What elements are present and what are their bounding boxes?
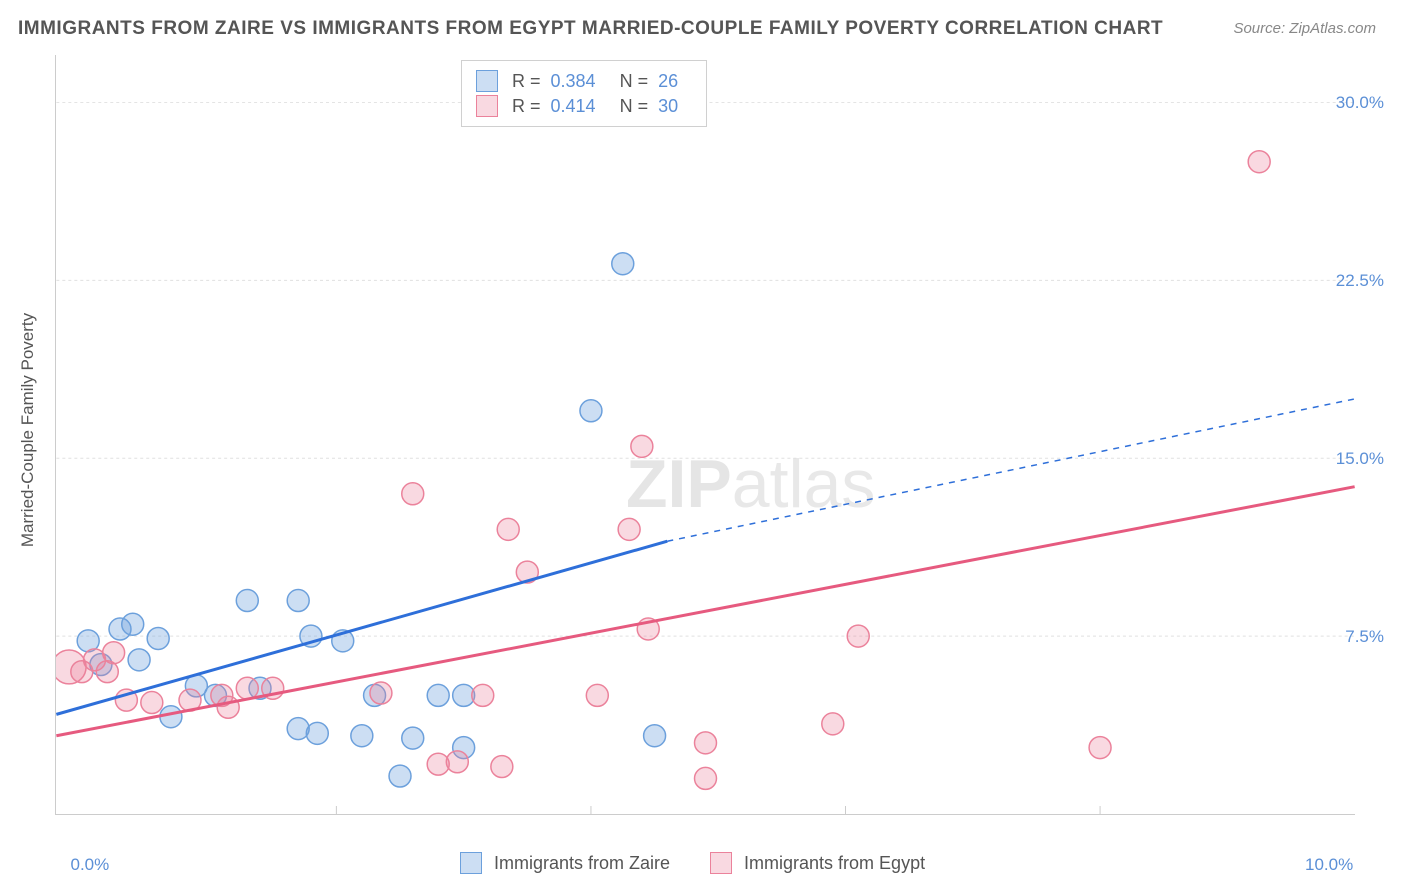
stats-row-egypt: R = 0.414 N = 30: [476, 95, 692, 117]
r-value: 0.384: [551, 71, 596, 92]
swatch-zaire: [476, 70, 498, 92]
x-tick-label: 10.0%: [1305, 855, 1353, 875]
swatch-egypt: [710, 852, 732, 874]
legend-label: Immigrants from Egypt: [744, 853, 925, 874]
chart-title: IMMIGRANTS FROM ZAIRE VS IMMIGRANTS FROM…: [18, 18, 1163, 40]
legend: Immigrants from Zaire Immigrants from Eg…: [460, 852, 925, 874]
n-label: N =: [620, 71, 649, 92]
r-value: 0.414: [551, 96, 596, 117]
legend-item-zaire: Immigrants from Zaire: [460, 852, 670, 874]
stats-row-zaire: R = 0.384 N = 26: [476, 70, 692, 92]
y-tick-label: 15.0%: [1336, 449, 1384, 469]
legend-item-egypt: Immigrants from Egypt: [710, 852, 925, 874]
y-tick-label: 7.5%: [1345, 627, 1384, 647]
swatch-egypt: [476, 95, 498, 117]
legend-label: Immigrants from Zaire: [494, 853, 670, 874]
y-axis-title: Married-Couple Family Poverty: [18, 313, 38, 547]
swatch-zaire: [460, 852, 482, 874]
y-tick-label: 22.5%: [1336, 271, 1384, 291]
plot-area: ZIPatlas R = 0.384 N = 26 R = 0.414 N = …: [55, 55, 1355, 815]
source-attribution: Source: ZipAtlas.com: [1233, 20, 1376, 37]
n-value: 26: [658, 71, 678, 92]
n-value: 30: [658, 96, 678, 117]
r-label: R =: [512, 71, 541, 92]
y-tick-label: 30.0%: [1336, 93, 1384, 113]
n-label: N =: [620, 96, 649, 117]
r-label: R =: [512, 96, 541, 117]
scatter-svg: [56, 55, 1355, 814]
stats-box: R = 0.384 N = 26 R = 0.414 N = 30: [461, 60, 707, 127]
x-tick-label: 0.0%: [70, 855, 109, 875]
